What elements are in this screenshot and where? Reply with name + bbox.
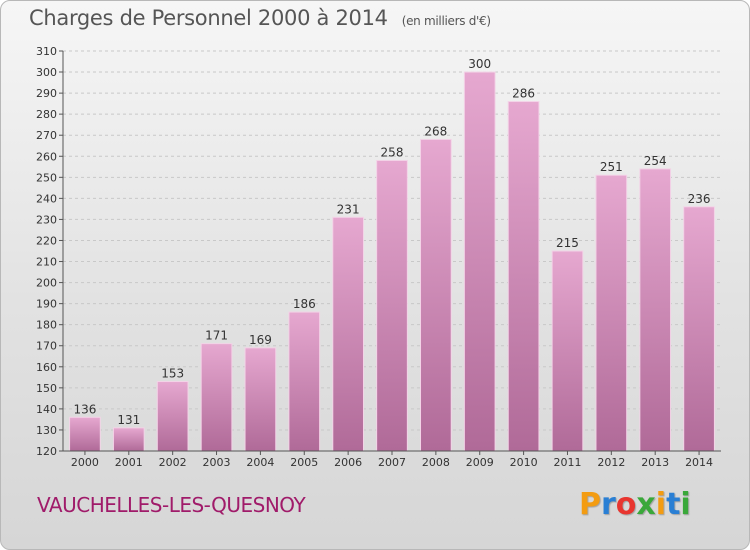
bar — [683, 206, 715, 452]
x-tick-label: 2006 — [334, 456, 362, 469]
bar — [200, 343, 233, 452]
data-label: 153 — [161, 367, 184, 381]
chart-title: Charges de Personnel 2000 à 2014 (en mill… — [29, 6, 491, 30]
x-tick-label: 2009 — [466, 456, 494, 469]
proxiti-logo: Proxiti — [579, 487, 691, 522]
y-tick-label: 290 — [36, 87, 57, 100]
chart-subtitle: (en milliers d'€) — [401, 14, 491, 28]
bar — [551, 250, 584, 452]
logo-letter: x — [636, 487, 656, 522]
y-tick-label: 220 — [36, 234, 57, 247]
y-tick-label: 300 — [36, 66, 57, 79]
data-label: 231 — [337, 202, 360, 216]
x-tick-label: 2002 — [159, 456, 187, 469]
commune-name: VAUCHELLES-LES-QUESNOY — [37, 493, 306, 517]
bar — [156, 381, 189, 452]
data-label: 236 — [688, 192, 711, 206]
bar — [595, 174, 628, 452]
bar — [112, 427, 145, 452]
logo-letter: i — [655, 487, 667, 522]
bar — [463, 71, 496, 452]
x-tick-label: 2005 — [290, 456, 318, 469]
data-label: 286 — [512, 87, 535, 101]
data-label: 131 — [117, 413, 140, 427]
logo-letter: P — [579, 487, 601, 522]
x-tick-label: 2008 — [422, 456, 450, 469]
bar — [420, 138, 452, 452]
y-tick-label: 230 — [36, 213, 57, 226]
bars — [69, 71, 715, 452]
y-tick-label: 150 — [36, 382, 57, 395]
chart-title-text: Charges de Personnel 2000 à 2014 — [29, 6, 388, 30]
y-tick-label: 260 — [36, 150, 57, 163]
y-tick-label: 190 — [36, 298, 57, 311]
logo-letter: i — [680, 487, 691, 522]
x-tick-label: 2013 — [641, 456, 669, 469]
y-tick-label: 180 — [36, 319, 57, 332]
y-tick-label: 280 — [36, 108, 57, 121]
data-label: 251 — [600, 160, 623, 174]
logo-letter: r — [601, 487, 616, 522]
y-tick-label: 120 — [36, 445, 57, 458]
bar — [332, 216, 364, 452]
data-label: 186 — [293, 297, 316, 311]
data-label: 268 — [424, 124, 447, 138]
value-labels: 136 131 153 171 169 186 231 258 268 300 286 215 251 2… — [73, 57, 710, 427]
y-tick-label: 240 — [36, 192, 57, 205]
x-tick-label: 2007 — [378, 456, 406, 469]
x-tick-label: 2012 — [597, 456, 625, 469]
bar — [376, 159, 408, 452]
data-label: 300 — [468, 57, 491, 71]
y-tick-label: 170 — [36, 340, 57, 353]
data-label: 169 — [249, 333, 272, 347]
bar — [507, 101, 540, 452]
x-tick-label: 2000 — [71, 456, 99, 469]
y-tick-label: 200 — [36, 277, 57, 290]
data-label: 254 — [644, 154, 667, 168]
data-label: 258 — [381, 145, 404, 159]
bar — [288, 311, 321, 452]
y-axis: 120 130 140 150 160 170 180 190 200 210 220 230 240 2… — [36, 45, 64, 458]
x-tick-label: 2003 — [203, 456, 231, 469]
y-tick-label: 210 — [36, 256, 57, 269]
bar — [244, 347, 277, 452]
data-label: 136 — [73, 402, 96, 416]
y-tick-label: 140 — [36, 403, 57, 416]
x-tick-label: 2004 — [246, 456, 274, 469]
y-tick-label: 250 — [36, 171, 57, 184]
y-tick-label: 160 — [36, 361, 57, 374]
x-tick-label: 2014 — [685, 456, 713, 469]
x-tick-label: 2010 — [510, 456, 538, 469]
x-tick-label: 2011 — [553, 456, 581, 469]
data-label: 171 — [205, 329, 228, 343]
x-axis: 2000 2001 2002 2003 2004 2005 2006 2007 2008 2009… — [63, 450, 721, 469]
logo-letter: t — [666, 487, 681, 522]
data-label: 215 — [556, 236, 579, 250]
logo-letter: o — [615, 487, 637, 522]
x-tick-label: 2001 — [115, 456, 143, 469]
y-tick-label: 270 — [36, 129, 57, 142]
bar — [69, 416, 101, 452]
y-tick-label: 310 — [36, 45, 57, 58]
y-tick-label: 130 — [36, 424, 57, 437]
bar — [639, 168, 672, 452]
